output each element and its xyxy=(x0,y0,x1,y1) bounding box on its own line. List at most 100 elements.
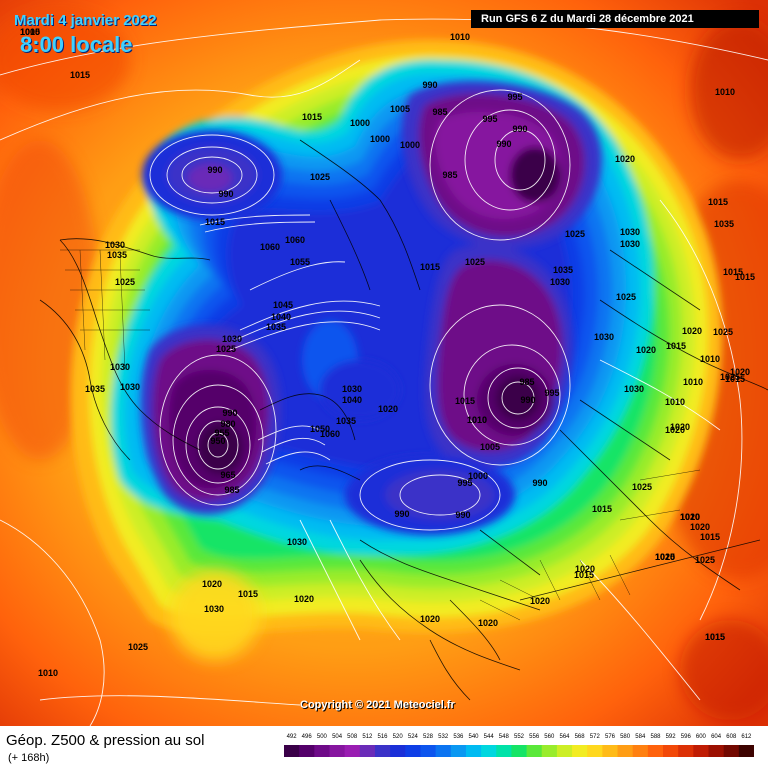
legend-level-label: 612 xyxy=(741,734,752,740)
isobar-label: 965 xyxy=(220,470,235,480)
legend-level-label: 520 xyxy=(392,734,403,740)
legend-swatch xyxy=(617,745,634,757)
warm-ridges xyxy=(0,10,768,720)
isobar-label: 1020 xyxy=(636,345,656,355)
isobar-label: 1020 xyxy=(670,422,690,432)
isobar-label: 1025 xyxy=(695,555,715,565)
legend-swatch xyxy=(481,745,497,757)
isobar-label: 1000 xyxy=(370,134,390,144)
legend-swatch xyxy=(435,745,452,757)
legend-swatch xyxy=(465,745,482,757)
isobar-label: 1030 xyxy=(120,382,140,392)
legend-level-label: 508 xyxy=(347,734,358,740)
legend-swatch xyxy=(511,745,528,757)
isobar-label: 1025 xyxy=(216,344,236,354)
isobar-label: 1045 xyxy=(273,300,293,310)
isobar-label: 1020 xyxy=(575,564,595,574)
legend-swatch xyxy=(632,745,649,757)
isobar-lines xyxy=(0,18,768,726)
isobar-label: 1060 xyxy=(285,235,305,245)
isobar-label: 1035 xyxy=(85,384,105,394)
isobar-label: 1015 xyxy=(723,267,743,277)
isobar-label: 1015 xyxy=(70,70,90,80)
isobar-label: 1030 xyxy=(342,384,362,394)
legend-level-label: 604 xyxy=(711,734,722,740)
legend-swatch xyxy=(708,745,725,757)
legend-swatch xyxy=(329,745,346,757)
isobar-label: 1030 xyxy=(620,227,640,237)
isobar-label: 1020 xyxy=(730,367,750,377)
isobar-label: 1010 xyxy=(680,512,700,522)
isobar-label: 1000 xyxy=(350,118,370,128)
isobar-label: 1015 xyxy=(455,396,475,406)
isobar-label: 985 xyxy=(224,485,239,495)
isobar-label: 1035 xyxy=(714,219,734,229)
isobar-label: 1025 xyxy=(565,229,585,239)
legend-level-label: 492 xyxy=(286,734,297,740)
isobar-label: 1005 xyxy=(20,27,40,37)
legend-level-label: 568 xyxy=(574,734,585,740)
isobar-label: 1030 xyxy=(550,277,570,287)
legend-swatch xyxy=(738,745,754,757)
isobar-label: 1005 xyxy=(390,104,410,114)
forecast-date: Mardi 4 janvier 2022 xyxy=(14,12,157,29)
isobar-label: 1020 xyxy=(420,614,440,624)
isobar-label: 950 xyxy=(210,436,225,446)
legend-level-label: 592 xyxy=(665,734,676,740)
isobar-label: 1010 xyxy=(20,27,40,37)
legend-level-label: 540 xyxy=(468,734,479,740)
legend-level-label: 552 xyxy=(513,734,525,740)
legend-swatch xyxy=(374,745,391,757)
legend-swatch xyxy=(390,745,406,757)
legend-level-label: 536 xyxy=(453,734,464,740)
isobar-label: 995 xyxy=(457,478,472,488)
legend-swatch xyxy=(693,745,710,757)
legend-level-label: 500 xyxy=(316,734,327,740)
isobar-label: 1020 xyxy=(680,512,700,522)
isobar-label: 1030 xyxy=(222,334,242,344)
legend-swatch xyxy=(359,745,376,757)
isobar-label: 1025 xyxy=(465,257,485,267)
legend-level-label: 600 xyxy=(695,734,706,740)
isobar-label: 990 xyxy=(222,408,237,418)
legend-swatch xyxy=(647,745,664,757)
isobar-label: 1020 xyxy=(690,522,710,532)
chart-title: Géop. Z500 & pression au sol xyxy=(6,732,205,749)
isobar-label: 1015 xyxy=(705,632,725,642)
isobar-label: 1015 xyxy=(735,272,755,282)
isobar-label: 1030 xyxy=(594,332,614,342)
isobar-label: 1040 xyxy=(342,395,362,405)
isobar-label: 1020 xyxy=(378,404,398,414)
legend-level-label: 588 xyxy=(650,734,661,740)
map-panel: 1015 1015 1010 1010 1005 1000 1000 1000 990 985 99… xyxy=(0,0,768,726)
isobar-label: 1030 xyxy=(204,604,224,614)
isobar-label: 1025 xyxy=(713,327,733,337)
isobar-label: 1015 xyxy=(655,552,675,562)
isobar-label: 1015 xyxy=(302,112,322,122)
isobar-label: 1010 xyxy=(467,415,487,425)
isobar-label: 1035 xyxy=(336,416,356,426)
legend-swatch xyxy=(678,745,694,757)
isobar-label: 1055 xyxy=(290,257,310,267)
legend-level-label: 548 xyxy=(498,734,509,740)
isobar-label: 1020 xyxy=(530,596,550,606)
legend-swatch xyxy=(299,745,315,757)
legend-level-label: 532 xyxy=(438,734,449,740)
legend-level-label: 516 xyxy=(377,734,388,740)
isobar-label: 1025 xyxy=(720,372,740,382)
legend-swatch xyxy=(602,745,619,757)
isobar-label: 1025 xyxy=(115,277,135,287)
isobar-label: 1015 xyxy=(700,532,720,542)
geopotential-map: 1015101510101010100510001000100099098599… xyxy=(0,0,768,726)
legend-level-label: 544 xyxy=(483,734,494,740)
coastlines xyxy=(39,139,768,701)
model-run-label: Run GFS 6 Z du Mardi 28 décembre 2021 xyxy=(471,10,759,28)
isobar-label: 1000 xyxy=(468,471,488,481)
isobar-label: 1025 xyxy=(128,642,148,652)
isobar-label: 980 xyxy=(220,419,235,429)
isobar-label: 1050 xyxy=(310,424,330,434)
legend-level-label: 596 xyxy=(680,734,691,740)
legend-level-label: 608 xyxy=(726,734,737,740)
isobar-label: 1005 xyxy=(480,442,500,452)
isobar-label: 1020 xyxy=(294,594,314,604)
